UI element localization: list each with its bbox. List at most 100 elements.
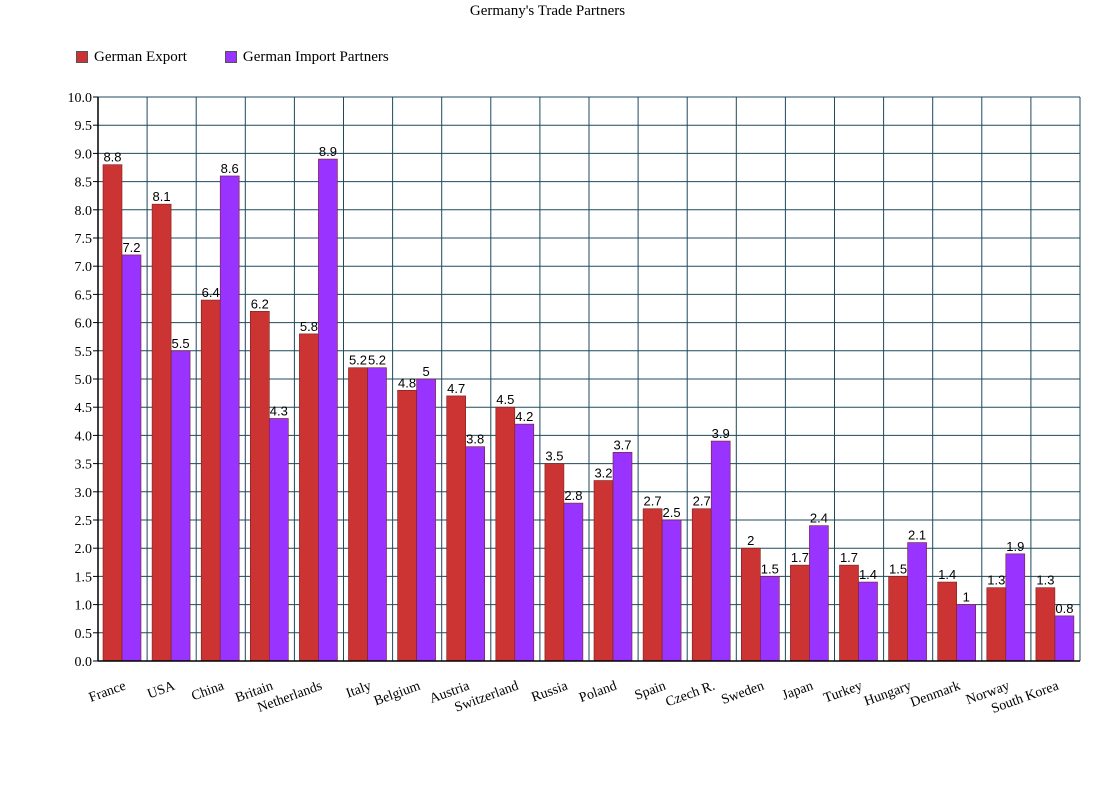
data-label: 1.4	[859, 567, 877, 582]
legend-label-export: German Export	[94, 48, 187, 65]
data-label: 8.8	[103, 150, 121, 165]
data-label: 3.2	[594, 466, 612, 481]
bar-import	[121, 254, 142, 662]
data-label: 2.5	[663, 505, 681, 520]
x-category-label: Russia	[530, 678, 571, 705]
data-label: 1.7	[791, 550, 809, 565]
bar-import	[956, 604, 977, 662]
data-label: 0.8	[1055, 601, 1073, 616]
data-label: 2.7	[693, 494, 711, 509]
x-category-label: Spain	[633, 679, 668, 704]
bar-import	[907, 542, 927, 662]
bar-import	[416, 378, 436, 662]
chart-title: Germany's Trade Partners	[469, 3, 626, 19]
bar-export	[495, 406, 516, 662]
data-label: 1.3	[1036, 573, 1054, 588]
data-label: 3.8	[466, 432, 484, 447]
data-label: 2.8	[564, 488, 582, 503]
data-label: 3.9	[712, 426, 730, 441]
y-tick-label: 10.0	[68, 91, 93, 106]
data-label: 1.7	[840, 550, 858, 565]
y-tick-label: 8.0	[75, 204, 93, 219]
x-category-label: Turkey	[822, 679, 865, 707]
x-category-label: China	[190, 678, 227, 704]
y-tick-label: 2.5	[75, 514, 93, 529]
y-tick-label: 4.0	[75, 429, 93, 444]
data-label: 4.8	[398, 375, 416, 390]
bar-export	[986, 587, 1007, 662]
y-tick-label: 0.5	[75, 627, 93, 642]
y-tick-label: 7.5	[75, 232, 93, 247]
bar-import	[661, 519, 682, 662]
y-tick-label: 4.5	[75, 401, 93, 416]
data-label: 7.2	[122, 240, 140, 255]
y-tick-label: 1.5	[75, 570, 93, 585]
y-tick-label: 0.0	[75, 655, 93, 670]
x-category-label: Belgium	[372, 679, 423, 710]
bar-import	[1054, 615, 1075, 662]
y-tick-label: 6.5	[75, 288, 93, 303]
data-label: 8.6	[221, 161, 239, 176]
bar-export	[839, 564, 859, 662]
data-label: 5.2	[349, 353, 367, 368]
y-tick-label: 6.0	[75, 317, 93, 332]
data-label: 1.5	[761, 561, 779, 576]
legend-item-import: German Import Partners	[224, 49, 389, 66]
data-label: 5.8	[300, 319, 318, 334]
data-label: 2.4	[810, 511, 828, 526]
data-label: 1	[963, 590, 970, 605]
x-category-label: Hungary	[862, 679, 913, 710]
legend-swatch-export	[76, 51, 88, 63]
bar-export	[102, 164, 123, 662]
y-tick-label: 3.0	[75, 486, 93, 501]
x-category-label: Italy	[344, 679, 373, 702]
data-label: 5.5	[172, 336, 190, 351]
bar-import	[268, 418, 289, 662]
bar-export	[446, 395, 467, 662]
bar-export	[151, 203, 172, 662]
y-tick-label: 1.0	[75, 599, 93, 614]
x-category-label: Czech R.	[664, 679, 717, 711]
data-label: 1.9	[1006, 539, 1024, 554]
bar-import	[563, 502, 584, 662]
data-label: 3.5	[545, 449, 563, 464]
data-label: 4.3	[270, 403, 288, 418]
data-label: 4.5	[496, 392, 514, 407]
data-label: 6.2	[251, 296, 269, 311]
data-label: 1.3	[987, 573, 1005, 588]
bar-export	[593, 480, 614, 662]
legend-item-export: German Export	[76, 49, 187, 66]
y-tick-label: 9.0	[75, 147, 93, 162]
bar-import	[367, 367, 387, 662]
x-category-label: France	[87, 679, 128, 706]
y-tick-label: 9.5	[75, 119, 93, 134]
data-label: 2.7	[644, 494, 662, 509]
bar-import	[1005, 553, 1026, 662]
bar-export	[299, 333, 319, 662]
bar-export	[642, 508, 663, 662]
data-label: 5.2	[368, 353, 386, 368]
data-label: 1.4	[938, 567, 956, 582]
data-label: 4.2	[515, 409, 533, 424]
bar-import	[858, 581, 878, 662]
bar-export	[1035, 587, 1056, 662]
data-label: 5	[422, 364, 429, 379]
bar-import	[318, 158, 338, 662]
bar-export	[790, 564, 810, 662]
x-category-label: Denmark	[909, 679, 963, 711]
bar-import	[809, 525, 829, 662]
y-tick-label: 5.0	[75, 373, 93, 388]
bar-export	[544, 463, 565, 662]
bar-export	[200, 299, 221, 662]
data-label: 6.4	[202, 285, 220, 300]
bar-import	[465, 446, 486, 662]
bar-export	[740, 547, 761, 662]
data-label: 8.9	[319, 144, 337, 159]
x-category-label: Poland	[577, 679, 619, 706]
legend-swatch-import	[224, 51, 237, 63]
bar-import	[219, 175, 240, 662]
bar-export	[937, 581, 958, 662]
x-category-label: Japan	[780, 679, 815, 704]
bar-import	[759, 576, 780, 662]
